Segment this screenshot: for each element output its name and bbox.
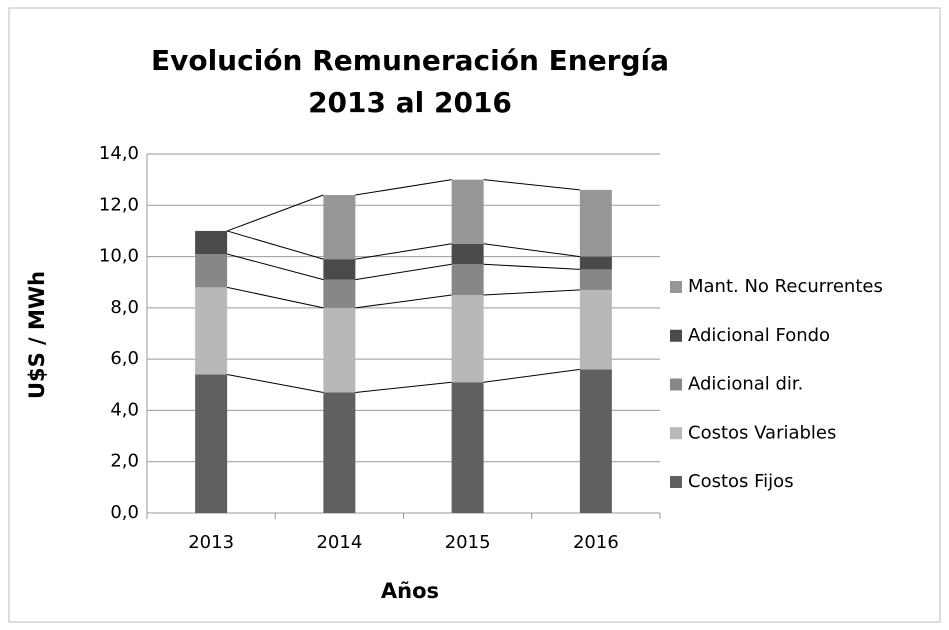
bar-segment <box>323 195 356 260</box>
x-tick-label: 2015 <box>445 532 491 553</box>
bar-segment <box>323 307 356 393</box>
y-tick-label: 0,0 <box>110 502 139 523</box>
bar-segment <box>195 374 228 513</box>
bar-segment <box>451 295 484 383</box>
y-tick-label: 4,0 <box>110 399 139 420</box>
y-tick-label: 14,0 <box>99 143 139 164</box>
bar-segment <box>195 230 228 255</box>
legend-label: Costos Fijos <box>688 471 794 492</box>
series-line <box>226 230 324 260</box>
x-tick-label: 2013 <box>188 532 234 553</box>
series-line <box>227 374 324 393</box>
x-tick-label: 2016 <box>573 532 619 553</box>
series-line <box>355 294 452 309</box>
legend-label: Adicional dir. <box>688 374 803 395</box>
x-axis-title: Años <box>381 579 439 603</box>
bar-segment <box>451 264 484 296</box>
bar-segment <box>579 289 612 370</box>
legend-swatch <box>670 378 682 391</box>
series-line <box>227 286 324 309</box>
y-axis-title: U$S / MWh <box>25 271 49 399</box>
y-tick-label: 2,0 <box>110 451 139 472</box>
chart-subtitle: 2013 al 2016 <box>308 86 512 119</box>
chart-title: Evolución Remuneración Energía <box>151 44 669 77</box>
series-line <box>355 263 452 281</box>
legend-swatch <box>670 281 682 293</box>
bar-segment <box>451 243 484 265</box>
series-line <box>355 179 452 196</box>
bar-segment <box>579 189 612 257</box>
series-line <box>355 381 452 393</box>
bar-segment <box>195 287 228 375</box>
series-line <box>483 368 580 383</box>
y-tick-label: 12,0 <box>99 194 139 215</box>
bar-segment <box>195 254 228 288</box>
series-line <box>483 243 580 258</box>
bar-segment <box>579 369 612 513</box>
bar-segment <box>323 279 356 308</box>
series-line <box>483 179 580 191</box>
bar-segment <box>579 269 612 290</box>
series-line <box>483 263 580 270</box>
y-tick-label: 10,0 <box>99 246 139 267</box>
legend-label: Costos Variables <box>688 422 836 443</box>
legend-swatch <box>670 329 682 342</box>
legend-swatch <box>670 427 682 440</box>
bar-segment <box>579 256 612 270</box>
series-line <box>355 243 452 260</box>
bar-segment <box>323 392 356 513</box>
y-tick-label: 6,0 <box>110 348 139 369</box>
series-line <box>226 194 324 232</box>
legend-swatch <box>670 476 682 488</box>
bar-segment <box>451 179 484 244</box>
series-line <box>483 289 580 296</box>
series-line <box>226 253 324 281</box>
legend-label: Adicional Fondo <box>688 325 830 346</box>
y-tick-label: 8,0 <box>110 297 139 318</box>
bar-segment <box>323 259 356 280</box>
legend-label: Mant. No Recurrentes <box>688 276 883 297</box>
bar-segment <box>451 382 484 513</box>
x-tick-label: 2014 <box>316 532 362 553</box>
